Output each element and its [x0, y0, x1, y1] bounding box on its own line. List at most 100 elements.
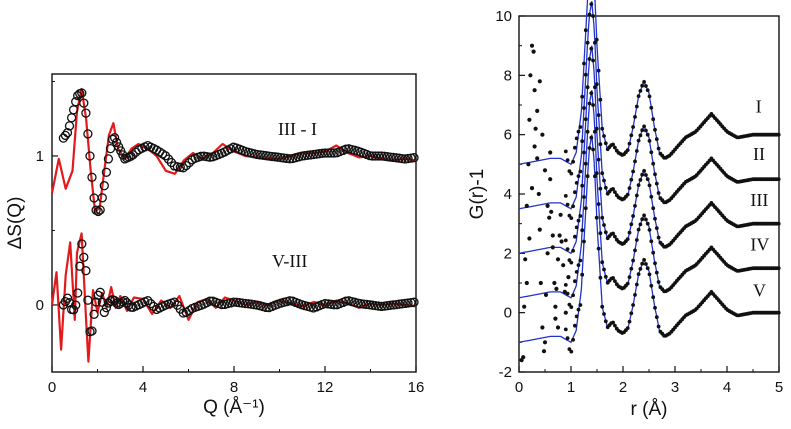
data-point-I — [583, 28, 588, 33]
data-point-V — [627, 319, 632, 324]
data-circle — [326, 299, 336, 309]
low-r-point — [529, 186, 535, 191]
data-point-IV — [594, 171, 599, 176]
data-point-I — [580, 94, 585, 99]
low-r-point — [529, 43, 535, 48]
data-point-V — [582, 239, 586, 244]
data-point-V — [593, 174, 597, 179]
data-point-II — [656, 191, 661, 195]
data-point-I — [638, 89, 643, 93]
data-point-I — [563, 149, 568, 154]
data-point-I — [642, 80, 646, 84]
data-point-I — [602, 134, 606, 138]
low-r-point — [555, 325, 561, 330]
data-circle — [403, 298, 413, 308]
data-point-V — [591, 147, 595, 152]
data-point-III — [776, 221, 781, 226]
data-point-III — [589, 46, 594, 51]
fit-line-IV — [518, 90, 779, 299]
data-point-II — [598, 142, 603, 147]
data-point-III — [582, 150, 586, 155]
right-series — [518, 0, 781, 363]
left-x-axis-title: Q (Å⁻¹) — [203, 397, 265, 418]
data-circle — [267, 151, 277, 162]
data-point-I — [600, 126, 605, 131]
data-point-III — [580, 183, 585, 188]
low-r-point — [542, 340, 548, 345]
data-point-III — [642, 169, 646, 173]
data-circle — [391, 153, 401, 163]
data-circle — [376, 151, 387, 161]
data-circle — [397, 153, 407, 164]
data-point-II — [600, 171, 605, 176]
data-point-I — [613, 145, 617, 150]
low-r-point — [532, 88, 537, 93]
low-r-point — [522, 304, 527, 309]
data-point-I — [633, 115, 637, 119]
data-circle — [77, 88, 87, 98]
data-point-III — [591, 58, 595, 63]
low-r-point — [526, 162, 531, 167]
data-point-IV — [576, 263, 581, 267]
left-x-tick-label: 12 — [317, 379, 334, 396]
data-point-III — [653, 216, 657, 221]
data-circle — [178, 163, 188, 173]
data-circle — [62, 293, 73, 303]
low-r-point — [548, 177, 553, 182]
data-point-II — [647, 139, 652, 143]
low-r-point — [555, 257, 561, 262]
left-y-tick-label: 0 — [36, 297, 44, 314]
low-r-point — [535, 156, 540, 161]
low-r-point — [550, 233, 555, 238]
low-r-point — [524, 280, 529, 286]
data-point-II — [631, 169, 635, 174]
right-x-tick-label: 0 — [515, 379, 523, 396]
right-y-tick-label: 10 — [495, 8, 512, 25]
data-point-I — [576, 129, 581, 134]
data-circle — [370, 300, 381, 311]
data-circle — [409, 297, 419, 307]
data-circle — [406, 297, 416, 308]
data-circle — [231, 297, 242, 307]
data-point-III — [649, 194, 654, 199]
data-circle — [111, 137, 122, 148]
data-point-II — [582, 106, 586, 110]
data-point-V — [576, 307, 581, 312]
data-point-I — [647, 94, 652, 99]
data-point-IV — [644, 217, 648, 222]
data-point-II — [576, 174, 581, 179]
data-circle — [320, 298, 330, 309]
right-x-tick-label: 5 — [775, 379, 783, 396]
right-y-tick-label: 8 — [504, 67, 512, 84]
data-point-III — [598, 186, 603, 191]
data-point-I — [656, 146, 661, 151]
data-circle — [285, 154, 295, 164]
data-point-II — [589, 2, 594, 6]
data-circle — [60, 130, 71, 141]
data-point-IV — [598, 231, 603, 236]
data-point-IV — [631, 258, 635, 263]
left-x-tick-label: 0 — [48, 379, 56, 396]
data-point-IV — [602, 267, 606, 272]
data-point-IV — [600, 260, 605, 265]
data-circle — [367, 300, 378, 310]
data-point-III — [587, 57, 592, 61]
data-point-IV — [634, 238, 639, 242]
low-r-point — [540, 132, 545, 137]
data-circle — [305, 150, 316, 160]
data-circle — [314, 149, 324, 159]
data-point-I — [627, 141, 632, 146]
data-circle — [71, 300, 81, 310]
curve-label-iii: III — [750, 190, 768, 210]
data-circle — [217, 299, 227, 310]
low-r-point — [559, 239, 564, 244]
right-x-tick-label: 2 — [619, 379, 627, 396]
data-point-IV — [640, 217, 645, 222]
data-point-I — [573, 145, 577, 150]
data-point-V — [640, 261, 645, 266]
data-circle — [308, 149, 319, 160]
data-point-I — [596, 68, 601, 73]
data-point-III — [603, 230, 608, 235]
data-point-II — [603, 185, 608, 190]
